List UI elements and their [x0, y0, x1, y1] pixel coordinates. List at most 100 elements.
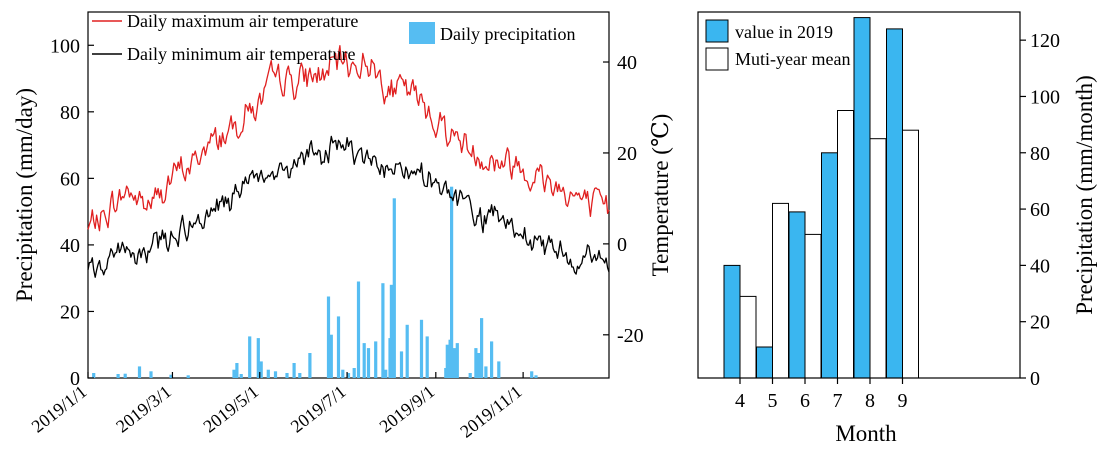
precipitation-bar: [381, 283, 385, 378]
precipitation-bar: [298, 373, 302, 378]
precipitation-bar: [392, 198, 396, 378]
temperature-lines: [87, 45, 610, 278]
precipitation-bar: [186, 375, 190, 378]
bar-2019-month-6: [788, 211, 806, 379]
bar-2019-month-8: [853, 17, 871, 379]
right-plot-frame: [697, 11, 1021, 379]
precipitation-bar: [389, 284, 393, 378]
precipitation-bar: [326, 296, 331, 378]
x-date-tick-label: 2019/3/1: [112, 381, 175, 436]
precipitation-bar: [232, 369, 236, 378]
precipitation-bar: [308, 353, 312, 378]
precipitation-bar: [468, 373, 472, 378]
month-tick-label: 5: [768, 390, 778, 412]
bar-2019-month-4: [723, 264, 741, 379]
precipitation-bar: [425, 336, 429, 378]
right-y-tick-label: 0: [617, 234, 627, 256]
bar-mean-month-4: [739, 295, 757, 379]
month-tick-label: 4: [735, 390, 745, 412]
precipitation-bar: [259, 361, 263, 378]
legend-swatch-precipitation: [409, 22, 435, 44]
precipitation-bar: [329, 334, 333, 378]
daily-climate-chart: 0 20 40 60 80 100 -20 0 20 40 2019/1/1 2019/3/1 2019…: [12, 11, 673, 442]
precipitation-bar: [534, 375, 538, 378]
bar-mean-month-9: [902, 129, 919, 379]
precipitation-bars: [92, 186, 538, 378]
precipitation-bar: [455, 343, 459, 378]
left-y-tick-label: 60: [60, 168, 80, 190]
bar-2019-month-9: [886, 28, 903, 379]
precipitation-bar: [405, 324, 409, 378]
x-date-tick-label: 2019/11/1: [456, 381, 525, 441]
x-date-tick-label: 2019/1/1: [28, 381, 91, 436]
legend-swatch-mean: [705, 47, 729, 71]
precipitation-bar: [273, 371, 278, 378]
precipitation-bar: [445, 344, 449, 378]
legend-swatch-2019: [705, 19, 729, 43]
precipitation-bar: [374, 341, 378, 378]
precipitation-bar: [346, 373, 351, 378]
precipitation-bar: [419, 319, 424, 378]
left-y-tick-label: 40: [60, 235, 80, 257]
month-tick-label: 6: [800, 390, 810, 412]
precipitation-bar: [480, 318, 484, 378]
left-y-tick-label: 100: [50, 35, 80, 57]
left-y-axis-title: Precipitation (mm/day): [12, 88, 37, 302]
bar-mean-month-6: [804, 233, 822, 379]
precipitation-bar: [123, 373, 127, 378]
precipitation-bar: [497, 361, 501, 378]
precipitation-bar: [484, 366, 488, 378]
right-y-tick-label: 40: [617, 52, 637, 74]
month-tick-label: 7: [833, 390, 843, 412]
monthly-bars: [723, 17, 919, 379]
legend-label-mean: Muti-year mean: [735, 49, 850, 69]
max-temperature-line: [87, 45, 610, 232]
right-y-axis-title: Temperature (℃): [648, 114, 673, 277]
precipitation-bar: [356, 281, 361, 378]
legend-label-max-temp: Daily maximum air temperature: [127, 11, 358, 31]
right-y-axis-title-monthly: Precipitation (mm/month): [1072, 75, 1097, 315]
bar-2019-month-5: [756, 346, 773, 379]
right-y-tick-label-monthly: 100: [1030, 86, 1060, 108]
x-date-tick-label: 2019/5/1: [199, 381, 262, 436]
precipitation-bar: [474, 348, 478, 378]
precipitation-bar: [530, 371, 534, 378]
precipitation-bar: [149, 371, 153, 378]
precipitation-bar: [116, 374, 120, 378]
precipitation-bar: [490, 341, 494, 378]
left-legend: Daily maximum air temperature Daily mini…: [92, 11, 575, 64]
right-x-axis-title: Month: [835, 421, 897, 446]
month-tick-label: 9: [898, 390, 908, 412]
x-date-tick-label: 2019/7/1: [287, 381, 350, 436]
precipitation-bar: [285, 373, 289, 378]
precipitation-bar: [341, 369, 345, 378]
right-y-tick-label-monthly: 60: [1030, 199, 1050, 221]
legend-label-min-temp: Daily minimum air temperature: [127, 44, 355, 64]
precipitation-bar: [366, 348, 371, 378]
precipitation-bar: [352, 368, 356, 378]
right-y-tick-label-monthly: 80: [1030, 143, 1050, 165]
left-chart-axes: 0 20 40 60 80 100 -20 0 20 40 2019/1/1 2019/3/1 2019…: [28, 35, 644, 441]
min-temperature-line: [87, 135, 610, 278]
left-y-tick-label: 0: [70, 368, 80, 390]
bar-mean-month-8: [869, 138, 887, 379]
precipitation-bar: [384, 369, 388, 378]
right-y-tick-label-monthly: 0: [1030, 368, 1040, 390]
right-y-tick-label: -20: [617, 325, 644, 347]
bar-mean-month-5: [772, 202, 789, 379]
bar-mean-month-7: [837, 110, 854, 379]
precipitation-bar: [362, 343, 366, 378]
precipitation-bar: [292, 363, 296, 378]
left-y-tick-label: 80: [60, 102, 80, 124]
right-y-tick-label-monthly: 20: [1030, 312, 1050, 334]
left-y-tick-label: 20: [60, 301, 80, 323]
month-tick-label: 8: [865, 390, 875, 412]
precipitation-bar: [248, 336, 252, 378]
precipitation-bar: [239, 374, 243, 378]
precipitation-bar: [266, 369, 270, 378]
x-date-tick-label: 2019/9/1: [376, 381, 439, 436]
precipitation-bar: [92, 373, 96, 378]
precipitation-bar: [169, 374, 173, 378]
legend-label-precipitation: Daily precipitation: [440, 24, 575, 44]
precipitation-bar: [399, 351, 404, 378]
